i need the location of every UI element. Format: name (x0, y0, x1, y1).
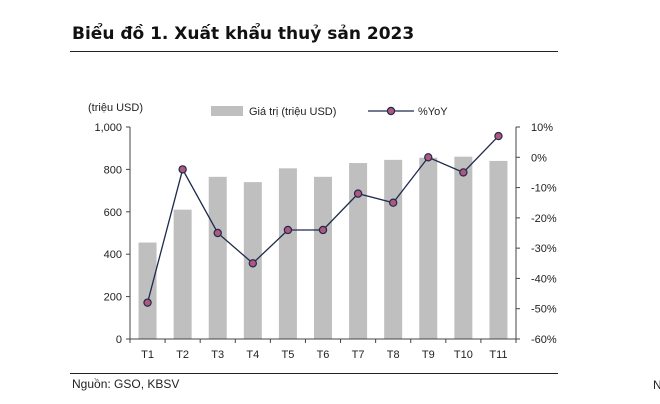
x-tick-label: T10 (454, 349, 473, 361)
x-tick-label: T8 (387, 349, 400, 361)
yoy-point-t8 (388, 198, 398, 207)
right-tick-label: -40% (531, 273, 557, 285)
right-tick-label: -10% (531, 183, 557, 195)
bar-t1 (138, 242, 157, 339)
x-tick-label: T4 (246, 349, 259, 361)
source-note: Nguồn: GSO, KBSV (72, 377, 180, 391)
right-tick-label: -20% (531, 213, 557, 225)
right-tick-label: 10% (531, 122, 553, 134)
yoy-point-t11 (494, 131, 503, 141)
right-tick-label: -50% (531, 304, 557, 316)
bar-t2 (173, 209, 192, 339)
line-layer (143, 131, 503, 307)
legend-layer: Giá trị (triệu USD) %YoY (211, 106, 448, 118)
x-tick-label: T2 (176, 349, 189, 361)
legend-swatch-marker (386, 106, 396, 116)
yoy-point-t6 (318, 225, 328, 235)
x-tick-label: T5 (281, 349, 294, 361)
bar-t7 (349, 163, 368, 339)
clipped-text-fragment: N (653, 378, 660, 392)
source-rule (70, 373, 558, 374)
yoy-point-t5 (283, 225, 293, 235)
left-tick-label: 600 (104, 207, 122, 219)
left-tick-label: 200 (104, 292, 122, 304)
yoy-point-t3 (213, 228, 222, 238)
combo-chart: 0 200 400 600 800 1,000 -60% -50% -40% -30% -20% -1… (88, 102, 557, 361)
legend-label-line: %YoY (418, 106, 448, 118)
bars-layer (138, 156, 508, 339)
left-tick-label: 1,000 (94, 122, 122, 134)
bar-t9 (419, 157, 438, 339)
left-tick-label: 400 (104, 249, 122, 261)
left-axis-unit-label: (triệu USD) (88, 102, 143, 114)
legend-swatch-bars (211, 106, 243, 116)
x-tick-label: T9 (422, 349, 435, 361)
yoy-point-t2 (178, 165, 187, 174)
bar-t3 (208, 176, 227, 339)
x-tick-label: T11 (489, 349, 507, 361)
right-tick-label: 0% (531, 152, 547, 164)
right-tick-label: -30% (531, 243, 557, 255)
x-tick-label: T6 (317, 349, 330, 361)
bar-t5 (278, 168, 297, 339)
x-tick-label: T3 (211, 349, 224, 361)
yoy-point-t7 (353, 189, 363, 198)
bar-t6 (314, 176, 332, 339)
left-tick-label: 0 (116, 334, 122, 346)
yoy-point-t1 (143, 298, 152, 307)
x-tick-label: T7 (352, 349, 365, 361)
bar-t10 (454, 156, 473, 339)
x-tick-label: T1 (141, 349, 154, 361)
yoy-point-t9 (424, 153, 433, 162)
bar-t11 (489, 160, 508, 339)
legend-label-bars: Giá trị (triệu USD) (249, 106, 336, 118)
yoy-point-t10 (459, 168, 468, 177)
left-tick-label: 800 (104, 164, 122, 176)
right-tick-label: -60% (531, 334, 557, 346)
title-rule (70, 51, 558, 52)
bar-t8 (384, 159, 403, 339)
chart-title: Biểu đồ 1. Xuất khẩu thuỷ sản 2023 (72, 24, 415, 44)
axes-layer: 0 200 400 600 800 1,000 -60% -50% -40% -30% -20% -1… (88, 102, 557, 361)
yoy-point-t4 (248, 259, 258, 268)
